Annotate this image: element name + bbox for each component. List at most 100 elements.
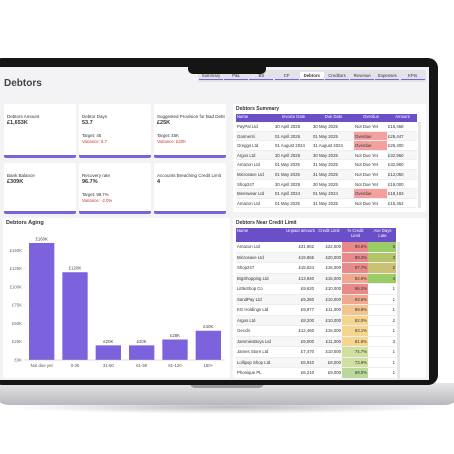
- bar: [195, 330, 221, 360]
- table-cell: LittleShop Co: [236, 284, 285, 295]
- table-cell: 01 April 2025: [274, 131, 312, 142]
- table-cell: £25,400: [387, 141, 417, 151]
- table-cell: Gecchi: [236, 326, 285, 337]
- table-cell: Greggs Ltd: [236, 141, 274, 151]
- table-cell: 31 August 2024: [312, 141, 354, 151]
- table-cell: Microsave Ltd: [236, 170, 274, 180]
- table-cell: £11,000: [315, 305, 342, 316]
- table-panel: Debtors Summary Name Invoice Date Due Date O…: [233, 104, 426, 212]
- data-label: £160K: [35, 236, 48, 241]
- x-tick-label: Not due yet: [31, 363, 54, 368]
- y-tick-label: £125K: [10, 266, 23, 271]
- table-cell: £9,360: [285, 294, 315, 305]
- bar: [29, 242, 55, 360]
- x-tick-label: 31-60: [103, 363, 115, 368]
- tab[interactable]: CF: [274, 72, 299, 80]
- table-cell: £15,000: [315, 326, 342, 337]
- y-tick-label: £100K: [10, 284, 23, 289]
- header-row: [236, 228, 396, 242]
- scrollbar: [397, 242, 400, 379]
- card-value: 4: [157, 179, 161, 185]
- table-cell: Lollipop Shop Ltd: [236, 357, 285, 368]
- card-variance: Variance: -2.0%: [82, 198, 113, 203]
- table-cell: £10,000: [315, 294, 342, 305]
- table-cell: Garmenti: [236, 131, 274, 142]
- chart-panel: Debtors Aging £0K £25K £50K £75K £100K £125K £1…: [3, 218, 230, 378]
- table-cell: 30 May 2025: [312, 150, 354, 161]
- table-cell: 1: [368, 326, 396, 337]
- tab[interactable]: P&L: [224, 72, 249, 80]
- column-header: Overdue: [362, 114, 380, 119]
- table-cell: 30 April 2025: [274, 179, 312, 190]
- y-tick-label: £75K: [12, 303, 22, 308]
- x-tick-label: 0-30: [71, 363, 80, 368]
- table-cell: Not Due Yet: [354, 122, 387, 132]
- table-cell: Not Due Yet: [354, 198, 387, 209]
- table-cell: 31 May 2025: [312, 160, 354, 170]
- tab-bar: Summary P&L BS CF Debtors Creditors Revenue Exp…: [198, 70, 426, 82]
- table-cell: Not Due Yet: [354, 150, 387, 161]
- card-variance: Variance: £20K: [157, 139, 187, 144]
- table-cell: SandPay Ltd: [236, 294, 285, 305]
- table-cell: 01 May 2025: [274, 160, 312, 170]
- table-cell: £15,468: [387, 122, 417, 132]
- table-cell: £15,462: [387, 198, 417, 209]
- table-cell: Argos Ltd: [236, 150, 274, 161]
- table-cell: 82.0%: [342, 315, 368, 326]
- table-cell: 01 May 2025: [274, 170, 312, 180]
- tab[interactable]: Revenue: [350, 72, 375, 80]
- card-value: £309K: [7, 179, 24, 185]
- table-cell: £9,620: [285, 284, 315, 295]
- table-cell: £18,000: [387, 179, 417, 190]
- table-cell: 2: [368, 263, 396, 274]
- card-label: Recovery rate: [82, 173, 111, 178]
- table-cell: Shop247: [236, 263, 285, 274]
- tab[interactable]: Debtors: [299, 72, 324, 80]
- table-cell: 89.8%: [342, 305, 368, 316]
- card-target: Target: 45: [82, 133, 102, 138]
- y-tick-label: £0K: [14, 358, 22, 363]
- table-cell: Overdue: [354, 131, 387, 142]
- table-cell: £10,000: [315, 284, 342, 295]
- column-header: Amount: [395, 114, 410, 119]
- table-cell: 74.7%: [342, 347, 368, 358]
- tab[interactable]: Summary: [199, 72, 223, 80]
- table-cell: 3: [368, 252, 396, 263]
- table-cell: 96.2%: [342, 284, 368, 295]
- tab[interactable]: KPIs: [400, 72, 425, 80]
- bar: [162, 339, 188, 360]
- tab[interactable]: Expenses: [375, 72, 400, 80]
- tab[interactable]: BS: [249, 72, 274, 80]
- card-variance: Variance: 8.7: [82, 139, 108, 144]
- column-header: Name: [237, 114, 249, 119]
- table-cell: Not Due Yet: [354, 179, 387, 190]
- table-cell: £12,460: [285, 326, 315, 337]
- base-notch: [190, 383, 264, 388]
- table-cell: Phonique PL: [236, 368, 285, 379]
- table-cell: £8,000: [315, 357, 342, 368]
- tab[interactable]: Creditors: [325, 72, 349, 80]
- table-cell: £9,000: [315, 368, 342, 379]
- table-cell: 31 May 2025: [312, 170, 354, 180]
- chart-title: Debtors Aging: [6, 220, 44, 226]
- table-panel: Debtors Near Credit Limit Name Unpaid amou…: [233, 218, 426, 379]
- x-tick-label: 61-90: [136, 363, 148, 368]
- data-label: £28K: [170, 333, 180, 338]
- table-cell: £5,910: [285, 357, 315, 368]
- table-cell: £10,000: [315, 347, 342, 358]
- table-cell: £25,447: [387, 131, 417, 142]
- table-cell: 73.9%: [342, 357, 368, 368]
- table-cell: £11,000: [315, 336, 342, 347]
- screen: Debtors Summary P&L BS CF Debtors Creditors Rev…: [0, 67, 429, 380]
- column-header: Due Date: [324, 114, 343, 119]
- table-cell: £9,877: [285, 305, 315, 316]
- table-cell: Amazon Ltd: [236, 242, 285, 253]
- kpi-card: Recovery rate 96.7% Target: 98.7% Variance:…: [79, 163, 151, 214]
- column-header: % Credit Limit: [347, 228, 364, 238]
- table-cell: 92.9%: [342, 273, 368, 284]
- x-tick-label: 91-120: [168, 363, 182, 368]
- table-cell: 01 May 2025: [312, 131, 354, 142]
- kpi-card: Debtors Amount £1,653K: [4, 104, 76, 158]
- table-cell: Amazon Ltd: [236, 160, 274, 170]
- table-cell: 1: [368, 305, 396, 316]
